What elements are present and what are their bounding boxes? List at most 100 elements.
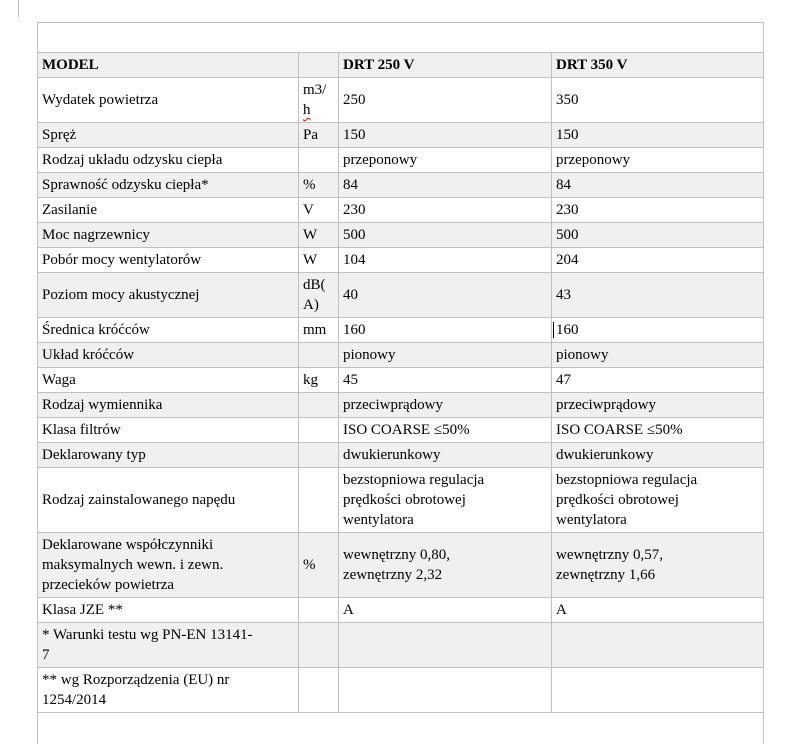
cell-label[interactable]: Rodzaj zainstalowanego napędu — [37, 467, 299, 533]
cell-label[interactable]: Rodzaj układu odzysku ciepła — [37, 147, 299, 173]
cell-label[interactable]: Klasa JZE ** — [37, 597, 299, 623]
empty-top-cell[interactable] — [37, 22, 764, 53]
cell-label[interactable]: Pobór mocy wentylatorów — [37, 247, 299, 273]
cell-value-drt250[interactable]: pionowy — [338, 342, 552, 368]
value-text: 40 — [343, 287, 358, 303]
cell-label[interactable]: Deklarowany typ — [37, 442, 299, 468]
value-text: 43 — [556, 287, 571, 303]
cell-value-drt350[interactable]: 43 — [551, 272, 764, 318]
cell-label[interactable]: Moc nagrzewnicy — [37, 222, 299, 248]
cell-label[interactable]: Sprawność odzysku ciepła* — [37, 172, 299, 198]
cell-unit[interactable]: m3/ h — [298, 77, 339, 123]
value-text: bezstopniowa regulacja prędkości obrotow… — [556, 472, 698, 528]
cell-unit[interactable]: W — [298, 247, 339, 273]
label-text: Klasa JZE ** — [42, 602, 123, 618]
cell-unit[interactable] — [298, 392, 339, 418]
unit-text: V — [303, 202, 314, 218]
cell-value-drt350[interactable]: bezstopniowa regulacja prędkości obrotow… — [551, 467, 764, 533]
cell-value-drt350[interactable]: 204 — [551, 247, 764, 273]
unit-text-misspelled: h — [303, 102, 311, 118]
cell-unit[interactable]: % — [298, 172, 339, 198]
cell-value-drt350[interactable]: pionowy — [551, 342, 764, 368]
cell-unit[interactable] — [298, 597, 339, 623]
cell-label[interactable]: Wydatek powietrza — [37, 77, 299, 123]
cell-value-drt350[interactable]: A — [551, 597, 764, 623]
text-caret — [553, 322, 554, 338]
cell-value-drt350[interactable]: 160 — [551, 317, 764, 343]
cell-unit[interactable] — [298, 442, 339, 468]
cell-value-drt350[interactable]: przeciwprądowy — [551, 392, 764, 418]
unit-text: A) — [303, 297, 319, 313]
header-cell-drt350[interactable]: DRT 350 V — [551, 52, 764, 78]
cell-value-drt350[interactable]: 350 — [551, 77, 764, 123]
spec-row: Deklarowany typ dwukierunkowy dwukierunkow… — [37, 442, 764, 468]
cell-label[interactable]: Spręż — [37, 122, 299, 148]
header-cell-drt250[interactable]: DRT 250 V — [338, 52, 552, 78]
cell-label[interactable]: Waga — [37, 367, 299, 393]
label-text: Poziom mocy akustycznej — [42, 287, 200, 303]
cell-value-drt250[interactable]: 160 — [338, 317, 552, 343]
cell-value-drt250[interactable]: przeponowy — [338, 147, 552, 173]
cell-unit[interactable]: % — [298, 532, 339, 598]
cell-label[interactable]: Zasilanie — [37, 197, 299, 223]
cell-label[interactable]: Klasa filtrów — [37, 417, 299, 443]
cell-value-drt250[interactable] — [338, 667, 552, 713]
cell-unit[interactable] — [298, 467, 339, 533]
cell-label[interactable]: Deklarowane współczynniki maksymalnych w… — [37, 532, 299, 598]
cell-label[interactable]: ** wg Rozporządzenia (EU) nr 1254/2014 — [37, 667, 299, 713]
cell-value-drt250[interactable]: 40 — [338, 272, 552, 318]
header-cell-model[interactable]: MODEL — [37, 52, 299, 78]
cell-value-drt350[interactable]: 230 — [551, 197, 764, 223]
cell-value-drt350[interactable] — [551, 667, 764, 713]
value-text: 84 — [343, 177, 358, 193]
cell-value-drt250[interactable]: 150 — [338, 122, 552, 148]
value-text: ISO COARSE ≤50% — [343, 422, 470, 438]
cell-unit[interactable]: V — [298, 197, 339, 223]
cell-value-drt250[interactable]: 84 — [338, 172, 552, 198]
spec-row: Rodzaj układu odzysku ciepła przeponowy pr… — [37, 147, 764, 173]
cell-value-drt250[interactable]: dwukierunkowy — [338, 442, 552, 468]
cell-value-drt250[interactable]: 500 — [338, 222, 552, 248]
cell-label[interactable]: Układ króćców — [37, 342, 299, 368]
cell-unit[interactable]: Pa — [298, 122, 339, 148]
value-text: 204 — [556, 252, 579, 268]
cell-value-drt350[interactable]: przeponowy — [551, 147, 764, 173]
cell-label[interactable]: Średnica króćców — [37, 317, 299, 343]
cell-value-drt250[interactable]: 104 — [338, 247, 552, 273]
header-cell-unit[interactable] — [298, 52, 339, 78]
cell-value-drt250[interactable] — [338, 622, 552, 668]
cell-value-drt350[interactable] — [551, 622, 764, 668]
cell-label[interactable]: Poziom mocy akustycznej — [37, 272, 299, 318]
spec-row: Średnica króćców mm 160 160 — [37, 317, 764, 343]
cell-unit[interactable] — [298, 417, 339, 443]
cell-unit[interactable]: kg — [298, 367, 339, 393]
cell-value-drt350[interactable]: 47 — [551, 367, 764, 393]
cell-unit[interactable] — [298, 342, 339, 368]
cell-value-drt350[interactable]: dwukierunkowy — [551, 442, 764, 468]
cell-value-drt250[interactable]: wewnętrzny 0,80, zewnętrzny 2,32 — [338, 532, 552, 598]
cell-value-drt250[interactable]: 230 — [338, 197, 552, 223]
cell-value-drt350[interactable]: 500 — [551, 222, 764, 248]
cell-label[interactable]: Rodzaj wymiennika — [37, 392, 299, 418]
cell-value-drt250[interactable]: A — [338, 597, 552, 623]
cell-value-drt350[interactable]: ISO COARSE ≤50% — [551, 417, 764, 443]
cell-value-drt250[interactable]: ISO COARSE ≤50% — [338, 417, 552, 443]
cell-unit[interactable]: mm — [298, 317, 339, 343]
cell-unit[interactable] — [298, 622, 339, 668]
cell-value-drt250[interactable]: 45 — [338, 367, 552, 393]
value-text: 500 — [343, 227, 366, 243]
cell-unit[interactable] — [298, 667, 339, 713]
cell-unit[interactable]: W — [298, 222, 339, 248]
value-text: ISO COARSE ≤50% — [556, 422, 683, 438]
cell-value-drt250[interactable]: bezstopniowa regulacja prędkości obrotow… — [338, 467, 552, 533]
cell-unit[interactable] — [298, 147, 339, 173]
cell-value-drt250[interactable]: przeciwprądowy — [338, 392, 552, 418]
cell-value-drt350[interactable]: wewnętrzny 0,57, zewnętrzny 1,66 — [551, 532, 764, 598]
cell-unit[interactable]: dB( A) — [298, 272, 339, 318]
cell-value-drt250[interactable]: 250 — [338, 77, 552, 123]
cell-value-drt350[interactable]: 150 — [551, 122, 764, 148]
empty-bottom-cell[interactable] — [37, 712, 764, 744]
cell-label[interactable]: * Warunki testu wg PN-EN 13141- 7 — [37, 622, 299, 668]
cell-value-drt350[interactable]: 84 — [551, 172, 764, 198]
